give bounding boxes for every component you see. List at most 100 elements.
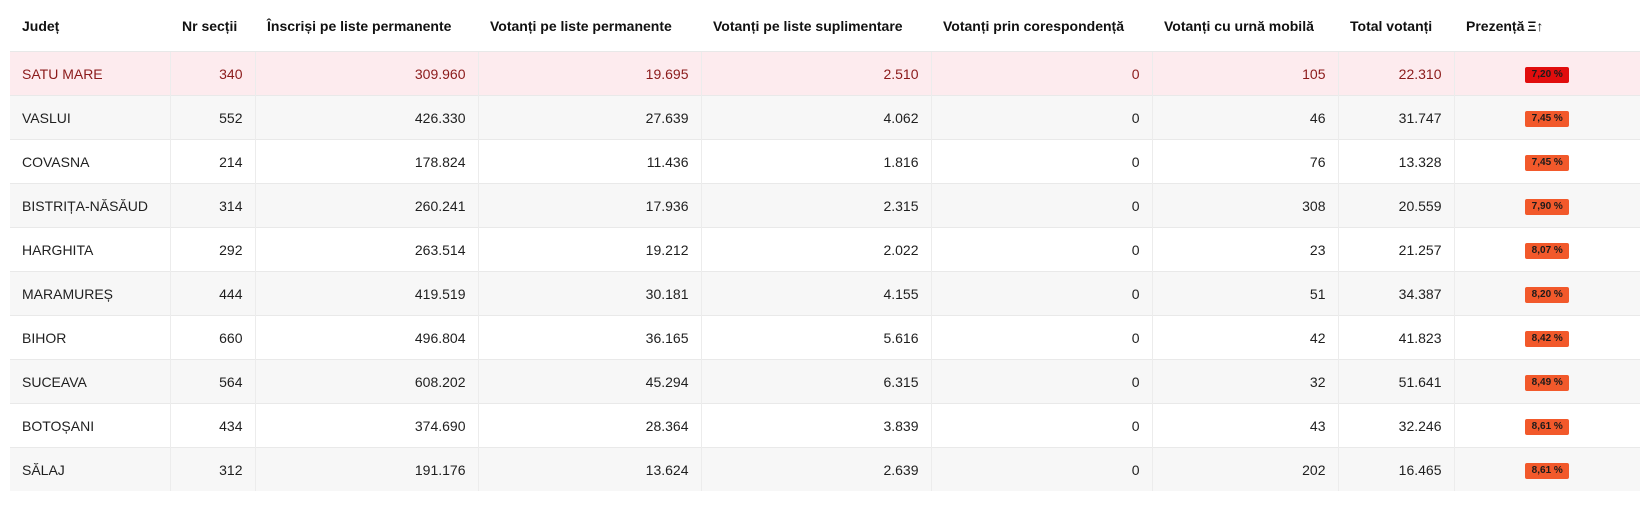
sort-ascending-icon[interactable]: Ξ↑ bbox=[1527, 17, 1544, 34]
table-row[interactable]: BOTOȘANI 434 374.690 28.364 3.839 0 43 32.246 8,… bbox=[10, 403, 1640, 448]
county-name-cell: COVASNA bbox=[10, 139, 171, 184]
county-name-cell: VASLUI bbox=[10, 95, 171, 140]
supplementary-list-voters-cell: 2.510 bbox=[701, 51, 932, 96]
mail-voters-cell: 0 bbox=[931, 447, 1153, 491]
turnout-cell: 8,61 % bbox=[1454, 403, 1640, 448]
total-voters-cell: 13.328 bbox=[1338, 139, 1455, 184]
permanent-list-voters-cell: 45.294 bbox=[478, 359, 702, 404]
column-header-nr-sectii[interactable]: Nr secții bbox=[170, 0, 255, 52]
sections-count-cell: 314 bbox=[170, 183, 256, 228]
sections-count-cell: 292 bbox=[170, 227, 256, 272]
column-header-judet[interactable]: Județ bbox=[10, 0, 170, 52]
table-row[interactable]: COVASNA 214 178.824 11.436 1.816 0 76 13.328 7,4… bbox=[10, 139, 1640, 184]
turnout-cell: 7,45 % bbox=[1454, 139, 1640, 184]
turnout-table: Județ Nr secții Înscriși pe liste perman… bbox=[10, 0, 1640, 491]
sections-count-cell: 444 bbox=[170, 271, 256, 316]
mobile-urn-voters-cell: 32 bbox=[1152, 359, 1339, 404]
column-header-votanti-suplimentare[interactable]: Votanți pe liste suplimentare bbox=[701, 0, 931, 52]
mobile-urn-voters-cell: 105 bbox=[1152, 51, 1339, 96]
registered-voters-cell: 191.176 bbox=[255, 447, 479, 491]
total-voters-cell: 41.823 bbox=[1338, 315, 1455, 360]
mobile-urn-voters-cell: 308 bbox=[1152, 183, 1339, 228]
sections-count-cell: 312 bbox=[170, 447, 256, 491]
registered-voters-cell: 178.824 bbox=[255, 139, 479, 184]
registered-voters-cell: 263.514 bbox=[255, 227, 479, 272]
county-name-cell: SUCEAVA bbox=[10, 359, 171, 404]
turnout-badge: 7,45 % bbox=[1525, 111, 1570, 127]
column-header-votanti-corespondenta[interactable]: Votanți prin corespondență bbox=[931, 0, 1152, 52]
mobile-urn-voters-cell: 76 bbox=[1152, 139, 1339, 184]
table-row[interactable]: HARGHITA 292 263.514 19.212 2.022 0 23 21.257 8,… bbox=[10, 227, 1640, 272]
prezenta-header-label: Prezență bbox=[1466, 17, 1525, 34]
column-header-total[interactable]: Total votanți bbox=[1338, 0, 1454, 52]
table-row[interactable]: SUCEAVA 564 608.202 45.294 6.315 0 32 51.641 8,4… bbox=[10, 359, 1640, 404]
county-name-cell: SATU MARE bbox=[10, 51, 171, 96]
permanent-list-voters-cell: 27.639 bbox=[478, 95, 702, 140]
mail-voters-cell: 0 bbox=[931, 183, 1153, 228]
sections-count-cell: 214 bbox=[170, 139, 256, 184]
supplementary-list-voters-cell: 5.616 bbox=[701, 315, 932, 360]
column-header-inscrisi[interactable]: Înscriși pe liste permanente bbox=[255, 0, 478, 52]
total-voters-cell: 16.465 bbox=[1338, 447, 1455, 491]
registered-voters-cell: 374.690 bbox=[255, 403, 479, 448]
sections-count-cell: 434 bbox=[170, 403, 256, 448]
table-row[interactable]: MARAMUREȘ 444 419.519 30.181 4.155 0 51 34.387 8… bbox=[10, 271, 1640, 316]
table-row[interactable]: BISTRIȚA-NĂSĂUD 314 260.241 17.936 2.315 0 308… bbox=[10, 183, 1640, 228]
mail-voters-cell: 0 bbox=[931, 95, 1153, 140]
turnout-badge: 8,07 % bbox=[1525, 243, 1570, 259]
supplementary-list-voters-cell: 2.022 bbox=[701, 227, 932, 272]
table-row[interactable]: VASLUI 552 426.330 27.639 4.062 0 46 31.747 7,45… bbox=[10, 95, 1640, 140]
permanent-list-voters-cell: 19.212 bbox=[478, 227, 702, 272]
supplementary-list-voters-cell: 2.639 bbox=[701, 447, 932, 491]
mobile-urn-voters-cell: 202 bbox=[1152, 447, 1339, 491]
table-header: Județ Nr secții Înscriși pe liste perman… bbox=[10, 0, 1640, 52]
registered-voters-cell: 419.519 bbox=[255, 271, 479, 316]
mail-voters-cell: 0 bbox=[931, 139, 1153, 184]
table-body: SATU MARE 340 309.960 19.695 2.510 0 105 22.310… bbox=[10, 51, 1640, 491]
table-row[interactable]: BIHOR 660 496.804 36.165 5.616 0 42 41.823 8,42 … bbox=[10, 315, 1640, 360]
turnout-badge: 8,20 % bbox=[1525, 287, 1570, 303]
table-row[interactable]: SĂLAJ 312 191.176 13.624 2.639 0 202 16.465 8,61… bbox=[10, 447, 1640, 491]
turnout-cell: 7,45 % bbox=[1454, 95, 1640, 140]
sections-count-cell: 552 bbox=[170, 95, 256, 140]
turnout-table-container: Județ Nr secții Înscriși pe liste perman… bbox=[10, 0, 1640, 491]
turnout-badge: 8,61 % bbox=[1525, 419, 1570, 435]
county-name-cell: BOTOȘANI bbox=[10, 403, 171, 448]
permanent-list-voters-cell: 17.936 bbox=[478, 183, 702, 228]
mail-voters-cell: 0 bbox=[931, 51, 1153, 96]
mobile-urn-voters-cell: 42 bbox=[1152, 315, 1339, 360]
total-voters-cell: 51.641 bbox=[1338, 359, 1455, 404]
total-voters-cell: 22.310 bbox=[1338, 51, 1455, 96]
county-name-cell: BIHOR bbox=[10, 315, 171, 360]
supplementary-list-voters-cell: 1.816 bbox=[701, 139, 932, 184]
mail-voters-cell: 0 bbox=[931, 227, 1153, 272]
table-row[interactable]: SATU MARE 340 309.960 19.695 2.510 0 105 22.310… bbox=[10, 51, 1640, 96]
registered-voters-cell: 426.330 bbox=[255, 95, 479, 140]
supplementary-list-voters-cell: 2.315 bbox=[701, 183, 932, 228]
permanent-list-voters-cell: 19.695 bbox=[478, 51, 702, 96]
header-row: Județ Nr secții Înscriși pe liste perman… bbox=[10, 0, 1640, 52]
permanent-list-voters-cell: 11.436 bbox=[478, 139, 702, 184]
supplementary-list-voters-cell: 6.315 bbox=[701, 359, 932, 404]
mail-voters-cell: 0 bbox=[931, 403, 1153, 448]
supplementary-list-voters-cell: 4.062 bbox=[701, 95, 932, 140]
turnout-badge: 8,42 % bbox=[1525, 331, 1570, 347]
sections-count-cell: 564 bbox=[170, 359, 256, 404]
mobile-urn-voters-cell: 46 bbox=[1152, 95, 1339, 140]
permanent-list-voters-cell: 30.181 bbox=[478, 271, 702, 316]
permanent-list-voters-cell: 28.364 bbox=[478, 403, 702, 448]
total-voters-cell: 34.387 bbox=[1338, 271, 1455, 316]
turnout-cell: 8,07 % bbox=[1454, 227, 1640, 272]
column-header-votanti-permanente[interactable]: Votanți pe liste permanente bbox=[478, 0, 701, 52]
sections-count-cell: 340 bbox=[170, 51, 256, 96]
supplementary-list-voters-cell: 4.155 bbox=[701, 271, 932, 316]
turnout-cell: 7,90 % bbox=[1454, 183, 1640, 228]
turnout-cell: 8,20 % bbox=[1454, 271, 1640, 316]
mobile-urn-voters-cell: 43 bbox=[1152, 403, 1339, 448]
turnout-badge: 7,45 % bbox=[1525, 155, 1570, 171]
column-header-votanti-urna[interactable]: Votanți cu urnă mobilă bbox=[1152, 0, 1338, 52]
turnout-cell: 8,61 % bbox=[1454, 447, 1640, 491]
column-header-prezenta[interactable]: Prezență Ξ↑ bbox=[1454, 0, 1640, 52]
registered-voters-cell: 309.960 bbox=[255, 51, 479, 96]
county-name-cell: BISTRIȚA-NĂSĂUD bbox=[10, 183, 171, 228]
